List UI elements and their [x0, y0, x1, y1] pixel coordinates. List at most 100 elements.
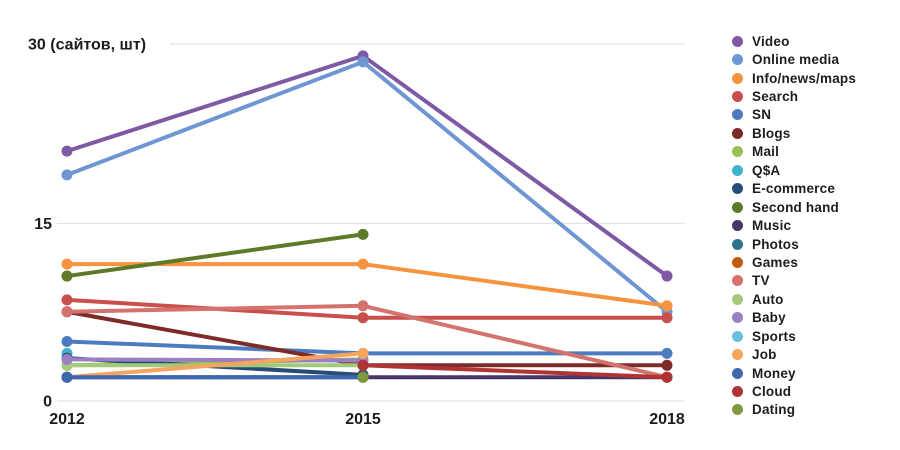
series-line-info-news-maps [65, 262, 669, 308]
legend-swatch-icon [732, 293, 743, 305]
legend-swatch-icon [732, 367, 743, 379]
series-video [61, 50, 673, 282]
legend-swatch-icon [732, 164, 743, 176]
series-point-search-2015 [357, 312, 369, 324]
legend-label: Photos [752, 236, 799, 252]
legend-label: Mail [752, 144, 780, 160]
legend-label: Money [752, 365, 796, 381]
y-axis-title: 30 (сайтов, шт) [28, 37, 146, 54]
legend-swatch-icon [732, 35, 743, 47]
series-point-blogs-2018 [661, 359, 673, 371]
series-layer [61, 50, 673, 383]
series-point-money-2012 [61, 371, 73, 383]
series-second-hand [61, 228, 369, 282]
legend-label: Dating [752, 402, 796, 418]
series-point-online-media-2012 [61, 169, 73, 181]
series-point-cloud-2015 [357, 359, 369, 371]
series-dating [357, 371, 369, 383]
series-line-cloud [361, 363, 669, 380]
legend-swatch-icon [732, 386, 743, 398]
legend-item-dating: Dating [732, 401, 856, 419]
series-point-second-hand-2015 [357, 228, 369, 240]
legend-item-sports: Sports [732, 327, 856, 345]
legend-swatch-icon [732, 330, 743, 342]
legend-label: E-commerce [752, 181, 836, 197]
legend-swatch-icon [732, 275, 743, 287]
legend-item-baby: Baby [732, 309, 856, 327]
series-point-online-media-2015 [357, 56, 369, 68]
series-point-sn-2018 [661, 347, 673, 359]
legend-swatch-icon [732, 109, 743, 121]
y-tick-label-15: 15 [34, 216, 52, 233]
x-tick-label-2015: 2015 [345, 411, 381, 428]
series-point-info-news-maps-2015 [357, 258, 369, 270]
legend-swatch-icon [732, 349, 743, 361]
legend-label: SN [752, 107, 772, 123]
legend-item-online-media: Online media [732, 50, 856, 68]
series-online-media [61, 56, 673, 318]
legend-item-e-commerce: E-commerce [732, 180, 856, 198]
series-point-baby-2012 [61, 353, 73, 365]
legend-label: Music [752, 218, 792, 234]
legend-label: TV [752, 273, 770, 289]
legend-swatch-icon [732, 54, 743, 66]
legend-item-search: Search [732, 87, 856, 105]
series-point-video-2018 [661, 270, 673, 282]
legend-item-sn: SN [732, 106, 856, 124]
gridlines [57, 43, 685, 402]
y-tick-label-0: 0 [43, 394, 52, 411]
series-cloud [357, 359, 673, 383]
legend-swatch-icon [732, 312, 743, 324]
legend-item-q-a: Q$A [732, 161, 856, 179]
legend-label: Baby [752, 310, 786, 326]
legend-swatch-icon [732, 238, 743, 250]
legend-label: Video [752, 33, 790, 49]
series-point-sn-2012 [61, 336, 73, 347]
legend-swatch-icon [732, 91, 743, 103]
legend-item-mail: Mail [732, 143, 856, 161]
legend-swatch-icon [732, 404, 743, 416]
series-point-search-2018 [661, 312, 673, 324]
series-point-job-2015 [357, 347, 369, 359]
legend-item-info-news-maps: Info/news/maps [732, 69, 856, 87]
series-search [61, 294, 673, 324]
legend-item-video: Video [732, 32, 856, 50]
legend-label: Blogs [752, 125, 791, 141]
legend-label: Auto [752, 291, 784, 307]
legend-label: Info/news/maps [752, 70, 857, 86]
legend-swatch-icon [732, 201, 743, 213]
series-point-dating-2015 [357, 371, 369, 383]
legend-item-games: Games [732, 253, 856, 271]
series-point-video-2012 [61, 145, 73, 157]
series-line-online-media [65, 59, 669, 314]
legend-item-blogs: Blogs [732, 124, 856, 142]
legend-item-music: Music [732, 216, 856, 234]
legend-item-money: Money [732, 364, 856, 382]
legend-label: Q$A [752, 162, 781, 178]
legend-swatch-icon [732, 72, 743, 84]
legend-label: Online media [752, 52, 840, 68]
legend-label: Job [752, 347, 777, 363]
legend-item-second-hand: Second hand [732, 198, 856, 216]
series-point-info-news-maps-2012 [61, 258, 73, 270]
legend-swatch-icon [732, 146, 743, 158]
series-point-second-hand-2012 [61, 270, 73, 282]
x-tick-label-2012: 2012 [49, 411, 85, 428]
series-line-video [65, 53, 669, 279]
series-point-tv-2015 [357, 300, 369, 312]
legend-item-photos: Photos [732, 235, 856, 253]
legend-swatch-icon [732, 127, 743, 139]
legend-item-cloud: Cloud [732, 382, 856, 400]
legend-swatch-icon [732, 183, 743, 195]
legend-swatch-icon [732, 256, 743, 268]
series-point-search-2012 [61, 294, 73, 306]
series-line-second-hand [65, 232, 365, 279]
series-point-tv-2012 [61, 306, 73, 318]
legend-label: Second hand [752, 199, 839, 215]
legend-item-auto: Auto [732, 290, 856, 308]
x-tick-label-2018: 2018 [649, 411, 685, 428]
legend-label: Sports [752, 328, 796, 344]
series-point-info-news-maps-2018 [661, 300, 673, 312]
